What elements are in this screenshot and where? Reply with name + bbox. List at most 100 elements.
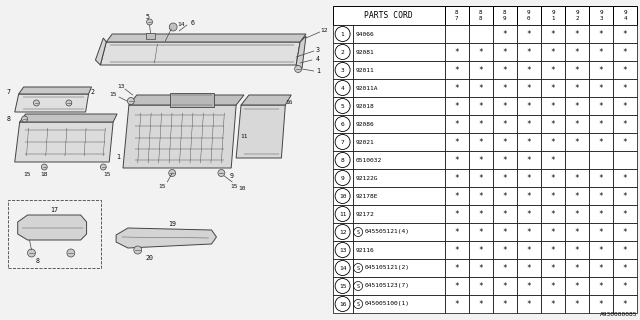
Text: 8
7: 8 7 xyxy=(455,11,458,20)
Text: *: * xyxy=(550,300,556,308)
Bar xyxy=(541,151,565,169)
Text: *: * xyxy=(479,138,483,147)
Bar xyxy=(468,205,493,223)
Text: 14: 14 xyxy=(339,266,346,270)
Text: *: * xyxy=(479,101,483,110)
Bar xyxy=(353,223,445,241)
Bar xyxy=(541,115,565,133)
Bar xyxy=(517,223,541,241)
Text: 9
2: 9 2 xyxy=(575,11,579,20)
Bar xyxy=(333,223,353,241)
Text: 92081: 92081 xyxy=(356,50,374,54)
Bar xyxy=(8,200,101,268)
Polygon shape xyxy=(15,94,88,112)
Text: *: * xyxy=(527,263,531,273)
Text: 92116: 92116 xyxy=(356,247,374,252)
Bar xyxy=(589,97,613,115)
Text: *: * xyxy=(502,300,507,308)
Bar xyxy=(445,133,468,151)
Bar xyxy=(565,133,589,151)
Text: PARTS CORD: PARTS CORD xyxy=(364,11,413,20)
Bar xyxy=(493,61,517,79)
Bar xyxy=(445,169,468,187)
Bar xyxy=(353,241,445,259)
Bar xyxy=(493,6,517,25)
Bar xyxy=(589,223,613,241)
Text: *: * xyxy=(502,156,507,164)
Bar xyxy=(541,241,565,259)
Bar xyxy=(493,151,517,169)
Text: 4: 4 xyxy=(316,56,320,62)
Bar xyxy=(468,97,493,115)
Text: *: * xyxy=(575,191,579,201)
Text: *: * xyxy=(454,156,459,164)
Text: *: * xyxy=(479,47,483,57)
Bar xyxy=(333,277,353,295)
Bar xyxy=(589,295,613,313)
Text: *: * xyxy=(479,66,483,75)
Text: 8: 8 xyxy=(340,157,344,163)
Text: *: * xyxy=(527,29,531,38)
Text: 14: 14 xyxy=(177,22,185,28)
Text: 92122G: 92122G xyxy=(356,175,378,180)
Text: *: * xyxy=(575,210,579,219)
Polygon shape xyxy=(236,105,285,158)
Bar xyxy=(493,25,517,43)
Text: *: * xyxy=(550,282,556,291)
Circle shape xyxy=(169,23,177,31)
Text: 3: 3 xyxy=(316,47,320,53)
Text: *: * xyxy=(502,101,507,110)
Text: *: * xyxy=(598,245,604,254)
Text: *: * xyxy=(575,84,579,92)
Text: *: * xyxy=(454,228,459,236)
Circle shape xyxy=(147,19,152,25)
Text: *: * xyxy=(454,66,459,75)
Text: *: * xyxy=(454,84,459,92)
Bar xyxy=(333,241,353,259)
Bar xyxy=(589,25,613,43)
Bar xyxy=(517,259,541,277)
Text: *: * xyxy=(527,101,531,110)
Bar xyxy=(541,6,565,25)
Text: *: * xyxy=(623,29,627,38)
Text: *: * xyxy=(479,173,483,182)
Bar xyxy=(613,223,637,241)
Bar xyxy=(468,187,493,205)
Text: 15: 15 xyxy=(109,92,117,98)
Text: *: * xyxy=(598,101,604,110)
Bar xyxy=(517,169,541,187)
Text: *: * xyxy=(550,47,556,57)
Bar xyxy=(445,277,468,295)
Bar xyxy=(517,205,541,223)
Bar xyxy=(468,277,493,295)
Bar xyxy=(445,295,468,313)
Text: *: * xyxy=(623,228,627,236)
Text: *: * xyxy=(527,84,531,92)
Bar xyxy=(353,61,445,79)
Text: *: * xyxy=(502,84,507,92)
Bar xyxy=(517,25,541,43)
Circle shape xyxy=(100,164,106,170)
Bar xyxy=(565,115,589,133)
Bar xyxy=(589,241,613,259)
Polygon shape xyxy=(296,36,306,68)
Text: *: * xyxy=(598,29,604,38)
Text: *: * xyxy=(598,173,604,182)
Bar xyxy=(589,187,613,205)
Bar xyxy=(541,25,565,43)
Bar xyxy=(333,6,445,25)
Bar xyxy=(333,115,353,133)
Bar xyxy=(146,33,156,39)
Bar xyxy=(541,43,565,61)
Text: *: * xyxy=(550,173,556,182)
Bar xyxy=(445,6,468,25)
Text: 2: 2 xyxy=(90,89,95,95)
Text: 92086: 92086 xyxy=(356,122,374,126)
Text: *: * xyxy=(527,173,531,182)
Text: *: * xyxy=(623,263,627,273)
Bar xyxy=(565,241,589,259)
Text: *: * xyxy=(623,66,627,75)
Bar xyxy=(468,43,493,61)
Bar xyxy=(589,61,613,79)
Bar xyxy=(333,259,353,277)
